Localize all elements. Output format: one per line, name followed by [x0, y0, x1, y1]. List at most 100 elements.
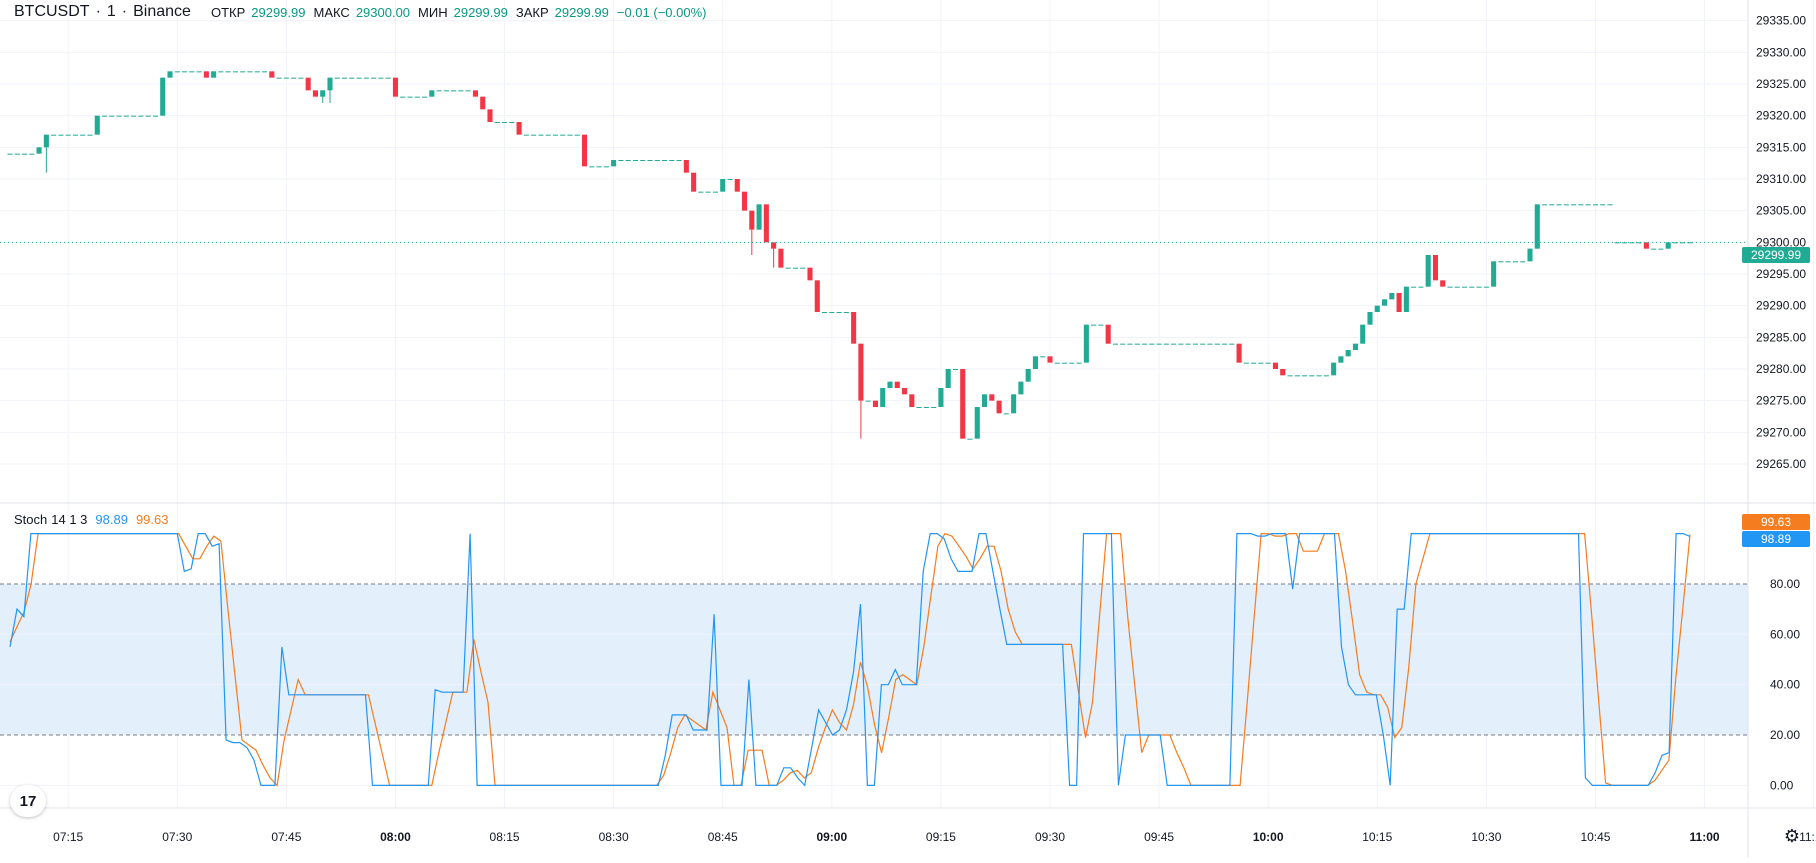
candle-body	[1032, 356, 1038, 369]
candle-body	[909, 394, 915, 407]
candle-body	[1294, 375, 1300, 377]
candle-body	[400, 96, 406, 98]
candle-body	[327, 77, 333, 91]
candle-body	[283, 77, 289, 79]
stoch-d-badge: 99.63	[1742, 514, 1810, 530]
low-value: 29299.99	[453, 4, 508, 20]
candle-body	[196, 71, 202, 73]
candle-body	[1120, 343, 1126, 345]
candle-body	[1382, 299, 1388, 306]
candle-body	[1040, 356, 1046, 358]
candle-body	[1280, 369, 1286, 376]
gear-icon[interactable]: ⚙	[1783, 826, 1800, 846]
candle-body	[14, 153, 20, 155]
candle-body	[167, 71, 173, 78]
interval[interactable]: 1	[106, 3, 116, 20]
price-tick-label: 29325.00	[1756, 77, 1806, 91]
candle-body	[1680, 242, 1686, 244]
candle-body	[1214, 343, 1220, 345]
price-tick-label: 29290.00	[1756, 299, 1806, 313]
price-tick-label: 29285.00	[1756, 330, 1806, 344]
candle-body	[1418, 286, 1424, 288]
candle-body	[1403, 286, 1409, 312]
time-tick-label: 09:30	[1035, 830, 1065, 844]
candle-body	[531, 134, 537, 136]
candle-body	[36, 147, 42, 154]
candle-body	[349, 77, 355, 79]
time-tick-label: 08:00	[380, 830, 411, 844]
stoch-legend: Stoch 14 1 3 98.89 99.63	[14, 512, 169, 527]
candle-body	[1251, 362, 1257, 364]
candle-body	[1112, 343, 1118, 345]
candle-body	[94, 115, 100, 135]
candle-body	[509, 122, 515, 123]
candle-body	[1258, 362, 1264, 364]
candle-body	[1156, 343, 1162, 345]
candle-body	[763, 204, 769, 243]
candle-body	[1302, 375, 1308, 377]
stoch-tick-label: 20.00	[1770, 728, 1800, 742]
candle-body	[174, 71, 180, 73]
candle-body	[1665, 242, 1671, 249]
candle-body	[1498, 261, 1504, 263]
candle-body	[116, 115, 122, 117]
candle-body	[603, 166, 609, 168]
change-value: −0.01 (−0.00%)	[616, 4, 707, 20]
candle-body	[1069, 362, 1075, 364]
candle-body	[1192, 343, 1198, 345]
candle-body	[618, 160, 624, 161]
candle-body	[843, 312, 849, 313]
candle-body	[771, 242, 777, 249]
candle-body	[1614, 242, 1620, 244]
candle-body	[1287, 375, 1293, 377]
candle-body	[698, 191, 704, 193]
stoch-indicator-name[interactable]: Stoch	[14, 512, 48, 527]
candle-body	[189, 71, 195, 73]
candle-body	[203, 71, 209, 78]
candle-body	[1011, 394, 1017, 414]
candle-body	[647, 160, 653, 161]
candle-body	[494, 122, 500, 123]
time-tick-label: 08:30	[599, 830, 629, 844]
stoch-tick-label: 60.00	[1770, 627, 1800, 641]
candle-body	[1265, 362, 1271, 364]
candle-body	[480, 96, 486, 110]
candle-body	[152, 115, 158, 117]
candle-body	[887, 381, 893, 388]
tradingview-logo-icon[interactable]: 17	[10, 785, 46, 817]
candle-body	[611, 160, 617, 167]
candle-body	[392, 77, 398, 97]
time-tick-label: 07:45	[271, 830, 301, 844]
stoch-k-line	[9, 532, 1691, 787]
candle-body	[880, 388, 886, 407]
candle-body	[1440, 280, 1446, 287]
candle-body	[1018, 381, 1024, 395]
price-tick-label: 29310.00	[1756, 172, 1806, 186]
candle-body	[1323, 375, 1329, 377]
candle-body	[516, 122, 522, 135]
candle-body	[749, 210, 755, 230]
candle-body	[523, 134, 529, 136]
candle-body	[182, 71, 188, 73]
price-tick-label: 29280.00	[1756, 362, 1806, 376]
candle-body	[552, 134, 558, 136]
symbol-name[interactable]: BTCUSDT	[14, 3, 90, 20]
price-tick-label: 29330.00	[1756, 45, 1806, 59]
candle-body	[138, 115, 144, 117]
candle-body	[1643, 242, 1649, 249]
candle-body	[1556, 204, 1562, 206]
candle-body	[43, 134, 49, 148]
candle-body	[1076, 362, 1082, 364]
low-label: МИН	[418, 4, 448, 20]
candle-body	[560, 134, 566, 136]
price-tick-label: 29295.00	[1756, 267, 1806, 281]
stoch-tick-label: 0.00	[1770, 778, 1794, 792]
candle-body	[945, 369, 951, 388]
candle-body	[1331, 362, 1337, 376]
candle-body	[960, 369, 966, 439]
candle-body	[1454, 286, 1460, 288]
stoch-k-badge: 98.89	[1742, 531, 1810, 547]
candle-body	[712, 191, 718, 193]
